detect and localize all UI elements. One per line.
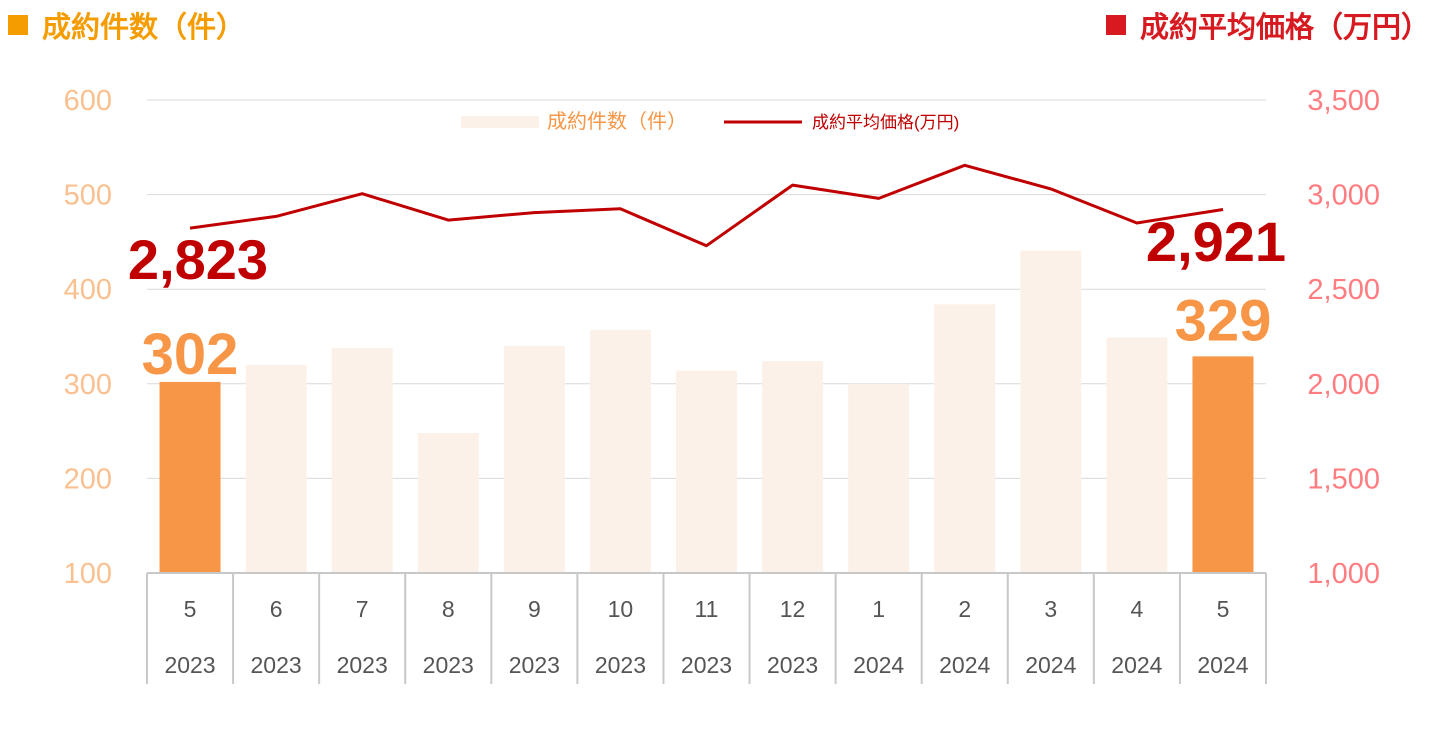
count-bar (762, 361, 824, 573)
category-month-label: 3 (1044, 596, 1057, 622)
count-label-last: 329 (1175, 288, 1272, 353)
left-axis-title-text: 成約件数（件） (42, 12, 246, 44)
right-axis-tick-label: 2,500 (1307, 274, 1380, 306)
count-bars (159, 250, 1254, 573)
category-month-label: 5 (1217, 596, 1230, 622)
price-label-first: 2,823 (128, 228, 268, 291)
price-line-series (189, 163, 1224, 248)
count-bar (1106, 337, 1168, 573)
category-month-label: 11 (695, 596, 719, 622)
category-month-label: 1 (872, 596, 885, 622)
category-month-label: 2 (958, 596, 971, 622)
category-year-label: 2023 (767, 652, 818, 678)
axis-ticks: 100 200 300 400 500 600 1,000 1,500 2,000 2,500 3,… (64, 85, 1380, 590)
category-year-label: 2024 (1111, 652, 1162, 678)
right-axis-title: 成約平均価格（万円） (1105, 4, 1430, 46)
right-axis-tick-label: 1,500 (1307, 463, 1380, 495)
category-month-label: 8 (442, 596, 455, 622)
category-month-label: 6 (270, 596, 283, 622)
category-year-label: 2023 (164, 652, 215, 678)
category-axis: 5202362023720238202392023102023112023122… (146, 572, 1267, 684)
category-month-label: 5 (184, 596, 197, 622)
category-year-label: 2024 (1197, 652, 1248, 678)
category-month-label: 9 (528, 596, 541, 622)
right-axis-title-text: 成約平均価格（万円） (1139, 12, 1430, 44)
right-axis-tick-label: 3,500 (1307, 85, 1380, 117)
legend: 成約件数（件） 成約平均価格(万円) (461, 110, 959, 133)
category-year-label: 2023 (681, 652, 732, 678)
count-bar (676, 370, 737, 573)
left-axis-tick-label: 600 (64, 85, 112, 117)
count-bar (417, 432, 479, 573)
left-axis-tick-label: 200 (64, 463, 112, 495)
left-axis-tick-label: 300 (64, 369, 112, 401)
category-year-label: 2023 (509, 652, 560, 678)
category-year-label: 2023 (595, 652, 646, 678)
price-line (189, 163, 1224, 248)
count-bar (245, 364, 307, 573)
count-bar (848, 383, 910, 573)
count-bar (589, 329, 651, 573)
legend-count-label: 成約件数（件） (547, 110, 687, 133)
legend-price-label: 成約平均価格(万円) (812, 113, 959, 132)
category-year-label: 2024 (1025, 652, 1076, 678)
price-label-last: 2,921 (1146, 210, 1286, 273)
count-square-icon (8, 15, 28, 35)
count-bar (1020, 250, 1082, 573)
category-year-label: 2023 (337, 652, 388, 678)
data-labels: 302 329 2,823 2,921 (128, 210, 1286, 387)
count-bar (934, 304, 996, 573)
category-month-label: 7 (356, 596, 369, 622)
count-bar (331, 347, 393, 573)
category-year-label: 2024 (939, 652, 990, 678)
legend-count-swatch (461, 116, 539, 128)
left-axis-tick-label: 100 (64, 558, 112, 590)
left-axis-tick-label: 400 (64, 274, 112, 306)
category-month-label: 10 (608, 596, 634, 622)
category-month-label: 4 (1130, 596, 1143, 622)
category-year-label: 2023 (423, 652, 474, 678)
price-square-icon (1105, 15, 1126, 35)
right-axis-tick-label: 1,000 (1307, 558, 1380, 590)
count-bar (159, 381, 221, 573)
count-bar (1192, 356, 1254, 573)
category-year-label: 2024 (853, 652, 904, 678)
left-axis-title: 成約件数（件） (8, 4, 245, 46)
category-month-label: 12 (780, 596, 806, 622)
count-bar (503, 345, 565, 573)
category-year-label: 2023 (251, 652, 302, 678)
right-axis-tick-label: 2,000 (1307, 369, 1380, 401)
count-label-first: 302 (142, 322, 239, 387)
left-axis-tick-label: 500 (64, 180, 112, 212)
right-axis-tick-label: 3,000 (1307, 180, 1380, 212)
